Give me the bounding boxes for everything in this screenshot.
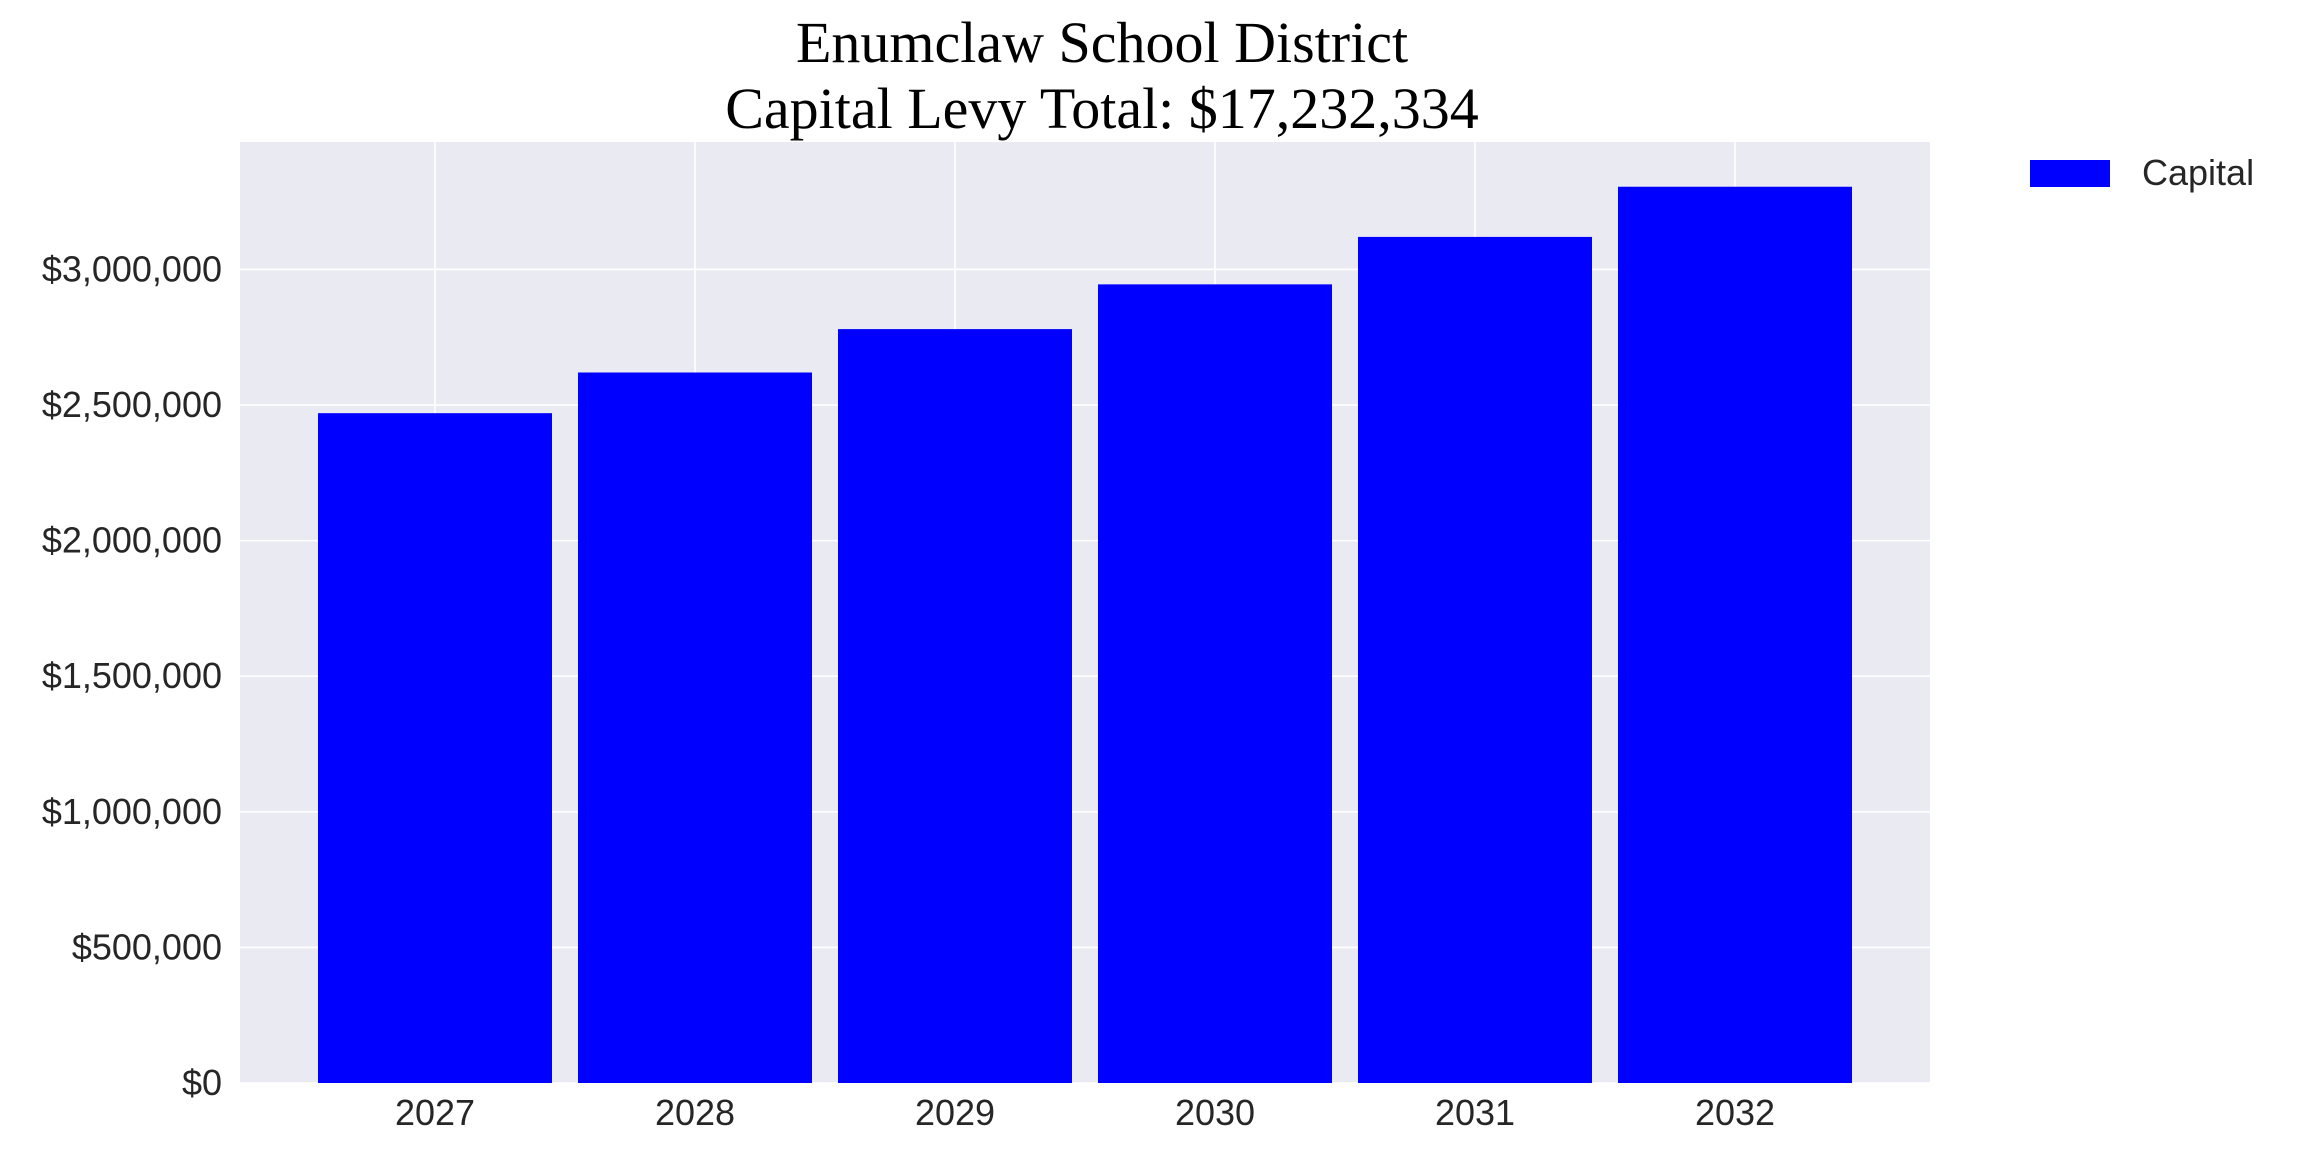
chart-title: Enumclaw School District Capital Levy To… [725,10,1479,141]
bar-2027 [318,413,552,1084]
y-tick-label: $2,500,000 [42,384,222,425]
y-axis: $0 $500,000 $1,000,000 $1,500,000 $2,000,000… [42,248,222,1103]
y-tick-label: $0 [182,1062,222,1103]
chart-title-line-1: Enumclaw School District [796,10,1408,75]
y-tick-label: $2,000,000 [42,520,222,561]
y-tick-label: $500,000 [72,926,222,967]
x-tick-label: 2027 [395,1092,475,1133]
chart-title-line-2: Capital Levy Total: $17,232,334 [725,76,1479,141]
bar-2031 [1358,236,1592,1083]
bar-2029 [838,329,1072,1084]
x-tick-label: 2031 [1435,1092,1515,1133]
legend: Capital [2030,152,2254,193]
y-tick-label: $1,500,000 [42,655,222,696]
bar-2028 [578,372,812,1083]
y-tick-label: $3,000,000 [42,248,222,289]
x-axis: 2027 2028 2029 2030 2031 2032 [395,1092,1775,1133]
legend-label-capital: Capital [2142,152,2254,193]
bar-2032 [1618,186,1852,1084]
x-tick-label: 2030 [1175,1092,1255,1133]
y-tick-label: $1,000,000 [42,791,222,832]
legend-swatch-capital [2030,160,2110,187]
x-tick-label: 2028 [655,1092,735,1133]
bar-2030 [1098,284,1332,1083]
bars [318,186,1852,1084]
x-tick-label: 2029 [915,1092,995,1133]
x-tick-label: 2032 [1695,1092,1775,1133]
